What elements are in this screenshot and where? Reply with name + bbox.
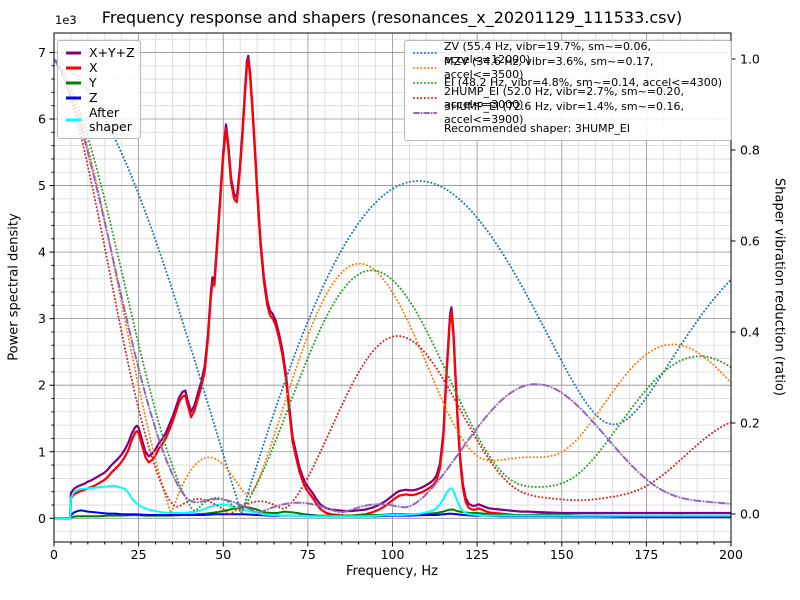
y-right-tick-label: 0.4 xyxy=(740,325,760,340)
legend-label: Z xyxy=(89,90,98,106)
x-tick-label: 200 xyxy=(719,547,743,562)
y-right-tick-label: 0.6 xyxy=(740,234,760,249)
shaper-curve-3hump_ei xyxy=(54,58,731,514)
shaper-curve-zv xyxy=(54,58,731,516)
legend-item-mzv: MZV (34.6 Hz, vibr=3.6%, sm~=0.17, accel… xyxy=(413,55,723,81)
legend-label: 2HUMP_EI (52.0 Hz, vibr=2.7%, sm~=0.20, … xyxy=(444,85,685,112)
legend-swatch-solid xyxy=(66,66,81,70)
legend-swatch-dotted xyxy=(413,81,437,84)
shaper-curve-2hump_ei xyxy=(54,58,731,516)
y-left-tick-label: 3 xyxy=(38,311,46,326)
legend-label: Y xyxy=(89,75,97,91)
chart-title: Frequency response and shapers (resonanc… xyxy=(101,8,683,27)
x-tick-label: 125 xyxy=(465,547,489,562)
tick-labels: 0 25 50 75 100 125 150 175 200 0 1 2 3 4 5 6 7 0.0 0.2 0.4 0… xyxy=(38,45,760,562)
legend-swatch-dotted xyxy=(413,51,437,54)
x-tick-label: 0 xyxy=(50,547,58,562)
shaper-curve-ei xyxy=(54,58,731,512)
legend-label: X xyxy=(89,60,98,76)
legend-item-y: Y xyxy=(65,76,133,90)
legend-item-x-y-z: X+Y+Z xyxy=(65,45,135,61)
psd-curve-after-shaper xyxy=(54,484,731,520)
shaper-curve-mzv xyxy=(54,58,731,516)
axis-ticks xyxy=(49,51,736,547)
y-right-tick-label: 0.8 xyxy=(740,143,760,158)
y-left-tick-label: 4 xyxy=(38,245,46,260)
x-tick-label: 100 xyxy=(381,547,405,562)
y-left-tick-label: 6 xyxy=(38,112,46,127)
legend-label: MZV (34.6 Hz, vibr=3.6%, sm~=0.17, accel… xyxy=(444,54,654,81)
legend-psd: X+Y+Z X Y Z After shaper xyxy=(57,40,141,139)
legend-item-2hump_ei: 2HUMP_EI (52.0 Hz, vibr=2.7%, sm~=0.20, … xyxy=(413,85,723,111)
y-right-tick-label: 0.0 xyxy=(740,507,760,522)
legend-item-z: Z xyxy=(65,91,133,105)
y-left-tick-label: 2 xyxy=(38,378,46,393)
legend-swatch-dashdot xyxy=(413,112,437,115)
legend-swatch-dotted xyxy=(413,97,437,100)
y-axis-offset-text: 1e3 xyxy=(55,13,77,27)
recommended-shaper-note: Recommended shaper: 3HUMP_EI xyxy=(413,121,723,136)
legend-item-zv: ZV (55.4 Hz, vibr=19.7%, sm~=0.06, accel… xyxy=(413,40,723,66)
psd-curve-x xyxy=(54,58,731,520)
legend-label: EI (48.2 Hz, vibr=4.8%, sm~=0.14, accel<… xyxy=(444,76,722,90)
legend-label: X+Y+Z xyxy=(89,45,135,61)
y-left-tick-label: 0 xyxy=(38,511,46,526)
x-tick-label: 25 xyxy=(131,547,147,562)
legend-shapers: ZV (55.4 Hz, vibr=19.7%, sm~=0.06, accel… xyxy=(404,40,732,142)
x-axis-label: Frequency, Hz xyxy=(345,564,439,579)
legend-swatch-solid xyxy=(66,118,81,121)
legend-label: ZV (55.4 Hz, vibr=19.7%, sm~=0.06, accel… xyxy=(444,39,651,66)
x-tick-label: 150 xyxy=(550,547,574,562)
y-right-tick-label: 0.2 xyxy=(740,416,760,431)
legend-item-x: X xyxy=(65,61,133,75)
x-tick-label: 175 xyxy=(634,547,658,562)
legend-label: After shaper xyxy=(89,105,132,134)
legend-swatch-dotted xyxy=(413,66,437,69)
x-tick-label: 75 xyxy=(300,547,316,562)
legend-label: 3HUMP_EI (72.6 Hz, vibr=1.4%, sm~=0.16, … xyxy=(444,100,685,127)
legend-item-ei: EI (48.2 Hz, vibr=4.8%, sm~=0.14, accel<… xyxy=(413,75,723,90)
y-right-axis-label: Shaper vibration reduction (ratio) xyxy=(771,178,787,396)
y-left-tick-label: 7 xyxy=(38,45,46,60)
grid-minor xyxy=(54,33,731,542)
y-left-tick-label: 5 xyxy=(38,178,46,193)
legend-item-3hump_ei: 3HUMP_EI (72.6 Hz, vibr=1.4%, sm~=0.16, … xyxy=(413,100,723,126)
y-left-axis-label: Power spectral density xyxy=(6,213,22,361)
recommended-shaper-label: Recommended shaper: 3HUMP_EI xyxy=(444,122,630,136)
x-tick-label: 50 xyxy=(215,547,231,562)
legend-swatch-solid xyxy=(66,81,81,85)
y-left-tick-label: 1 xyxy=(38,444,46,459)
y-right-tick-label: 1.0 xyxy=(740,52,760,67)
legend-item-after-shaper: After shaper xyxy=(65,106,133,133)
legend-swatch-solid xyxy=(66,96,81,100)
legend-swatch-solid xyxy=(66,51,81,55)
